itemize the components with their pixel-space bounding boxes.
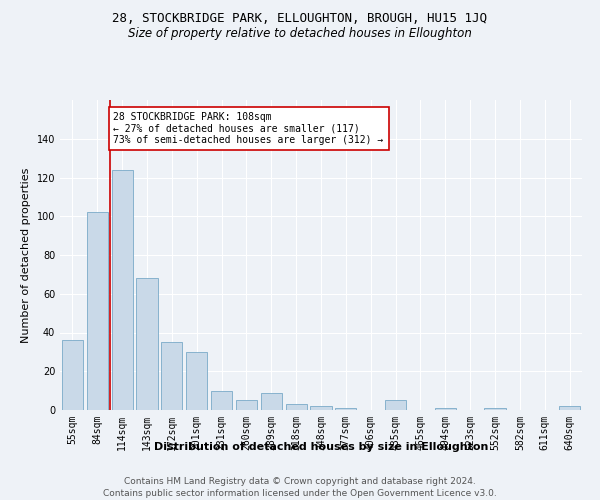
Y-axis label: Number of detached properties: Number of detached properties bbox=[21, 168, 31, 342]
Text: Contains public sector information licensed under the Open Government Licence v3: Contains public sector information licen… bbox=[103, 489, 497, 498]
Bar bbox=[236, 400, 257, 410]
Bar bbox=[261, 392, 282, 410]
Bar bbox=[87, 212, 108, 410]
Bar bbox=[136, 278, 158, 410]
Text: 28, STOCKBRIDGE PARK, ELLOUGHTON, BROUGH, HU15 1JQ: 28, STOCKBRIDGE PARK, ELLOUGHTON, BROUGH… bbox=[113, 12, 487, 26]
Bar bbox=[186, 352, 207, 410]
Bar bbox=[335, 408, 356, 410]
Bar bbox=[559, 406, 580, 410]
Bar bbox=[112, 170, 133, 410]
Text: Size of property relative to detached houses in Elloughton: Size of property relative to detached ho… bbox=[128, 28, 472, 40]
Bar bbox=[161, 342, 182, 410]
Bar bbox=[385, 400, 406, 410]
Text: Distribution of detached houses by size in Elloughton: Distribution of detached houses by size … bbox=[154, 442, 488, 452]
Bar bbox=[310, 406, 332, 410]
Text: Contains HM Land Registry data © Crown copyright and database right 2024.: Contains HM Land Registry data © Crown c… bbox=[124, 478, 476, 486]
Bar bbox=[211, 390, 232, 410]
Text: 28 STOCKBRIDGE PARK: 108sqm
← 27% of detached houses are smaller (117)
73% of se: 28 STOCKBRIDGE PARK: 108sqm ← 27% of det… bbox=[113, 112, 383, 145]
Bar bbox=[435, 408, 456, 410]
Bar bbox=[286, 404, 307, 410]
Bar bbox=[62, 340, 83, 410]
Bar bbox=[484, 408, 506, 410]
